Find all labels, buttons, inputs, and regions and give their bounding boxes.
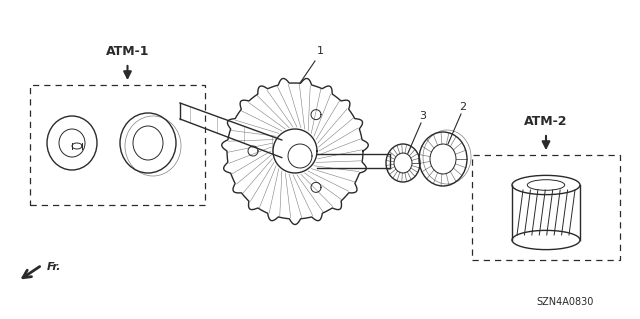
Text: SZN4A0830: SZN4A0830 [536,297,594,307]
Text: ATM-1: ATM-1 [106,45,149,58]
Bar [30,85,205,205]
Text: 1: 1 [317,46,323,56]
Text: 2: 2 [460,102,467,112]
Text: 3: 3 [419,111,426,121]
Text: Fr.: Fr. [47,262,61,272]
Bar [472,155,620,260]
Text: ATM-2: ATM-2 [524,115,568,128]
